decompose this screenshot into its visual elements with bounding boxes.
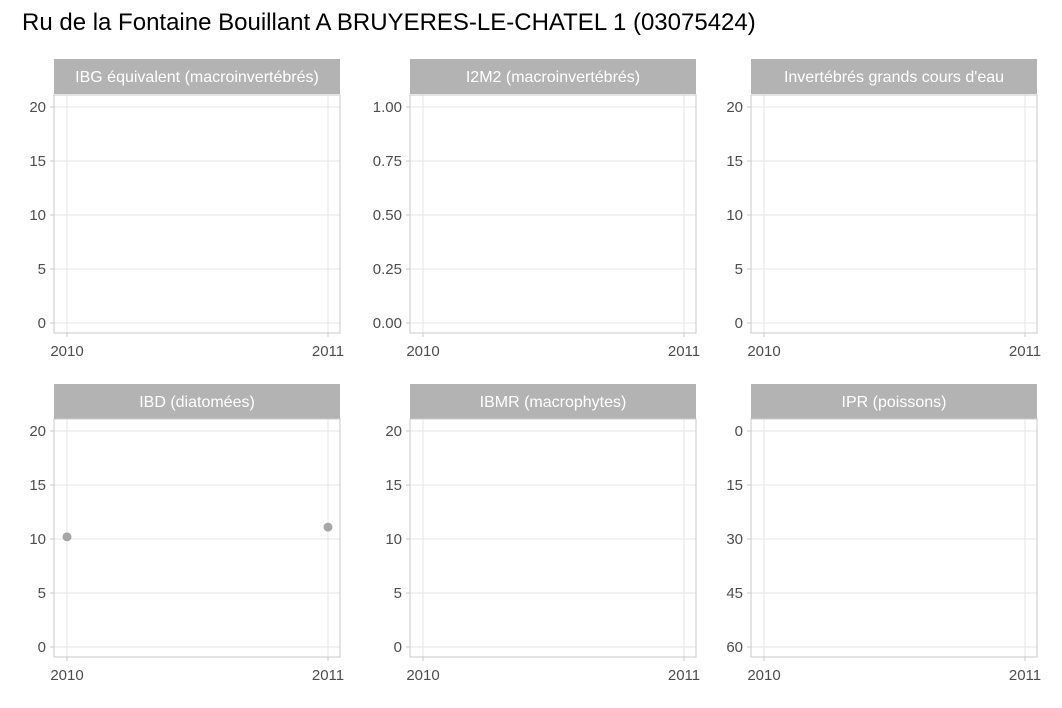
panel-strip [410, 59, 696, 94]
panel-strip [751, 59, 1037, 94]
y-tick-label: 0 [735, 423, 743, 440]
panel-grid: IBG équivalent (macroinvertébrés) 0 5 10 15 2… [29, 59, 1041, 684]
y-tick-label: 10 [29, 531, 46, 548]
panel: I2M2 (macroinvertébrés) 0.00 0.25 0.50 0.75 1… [373, 59, 700, 360]
panel-border [53, 94, 341, 334]
panel: Invertébrés grands cours d'eau 0 5 10 15 20 20… [726, 59, 1041, 360]
x-tick-label: 2010 [50, 343, 83, 360]
panel-border [409, 418, 697, 658]
panel-strip-title: Invertébrés grands cours d'eau [784, 69, 1004, 86]
x-tick-label: 2011 [668, 667, 700, 684]
y-tick-label: 5 [38, 585, 46, 602]
x-tick-label: 2011 [1009, 343, 1041, 360]
y-tick-label: 15 [29, 477, 46, 494]
y-tick-label: 10 [385, 531, 402, 548]
y-tick-label: 10 [29, 207, 46, 224]
y-tick-label: 0.25 [373, 261, 402, 278]
y-tick-label: 0.75 [373, 153, 402, 170]
y-tick-label: 5 [394, 585, 402, 602]
y-tick-label: 20 [726, 99, 743, 116]
y-tick-label: 30 [726, 531, 743, 548]
y-tick-label: 0.00 [373, 315, 402, 332]
y-tick-label: 20 [29, 99, 46, 116]
y-tick-label: 0 [735, 315, 743, 332]
y-tick-label: 20 [385, 423, 402, 440]
x-tick-label: 2010 [747, 667, 780, 684]
panel-strip [410, 384, 696, 419]
y-tick-label: 15 [385, 477, 402, 494]
panel-border [409, 94, 697, 334]
y-tick-label: 60 [726, 639, 743, 656]
panel-border [750, 94, 1038, 334]
panel-strip [751, 384, 1037, 419]
y-tick-label: 45 [726, 585, 743, 602]
y-tick-label: 5 [735, 261, 743, 278]
y-tick-label: 15 [29, 153, 46, 170]
panel-strip [54, 384, 340, 419]
y-tick-label: 0 [38, 639, 46, 656]
x-tick-label: 2011 [312, 667, 344, 684]
x-tick-label: 2010 [406, 667, 439, 684]
panel-strip-title: IBD (diatomées) [139, 394, 255, 411]
panel-strip-title: I2M2 (macroinvertébrés) [466, 69, 640, 86]
panel-strip-title: IBMR (macrophytes) [480, 394, 627, 411]
x-tick-label: 2011 [668, 343, 700, 360]
x-tick-label: 2011 [312, 343, 344, 360]
panel: IBMR (macrophytes) 0 5 10 15 20 2010 2011 [385, 384, 700, 684]
y-tick-label: 20 [29, 423, 46, 440]
x-tick-label: 2011 [1009, 667, 1041, 684]
panel-strip-title: IBG équivalent (macroinvertébrés) [75, 69, 319, 86]
y-tick-label: 10 [726, 207, 743, 224]
x-tick-label: 2010 [50, 667, 83, 684]
x-tick-label: 2010 [747, 343, 780, 360]
panel: IBG équivalent (macroinvertébrés) 0 5 10 15 2… [29, 59, 344, 360]
x-tick-label: 2010 [406, 343, 439, 360]
chart-title: Ru de la Fontaine Bouillant A BRUYERES-L… [22, 9, 756, 36]
panel-strip [54, 59, 340, 94]
panel-strip-title: IPR (poissons) [842, 394, 947, 411]
y-tick-label: 0 [394, 639, 402, 656]
y-tick-label: 15 [726, 477, 743, 494]
y-tick-label: 5 [38, 261, 46, 278]
data-point [62, 532, 72, 542]
panel-border [53, 418, 341, 658]
y-tick-label: 0.50 [373, 207, 402, 224]
y-tick-label: 0 [38, 315, 46, 332]
y-tick-label: 15 [726, 153, 743, 170]
panel: IBD (diatomées) 0 5 10 15 20 2010 2011 [29, 384, 344, 684]
y-tick-label: 1.00 [373, 99, 402, 116]
data-point [323, 522, 333, 532]
panel-border [750, 418, 1038, 658]
